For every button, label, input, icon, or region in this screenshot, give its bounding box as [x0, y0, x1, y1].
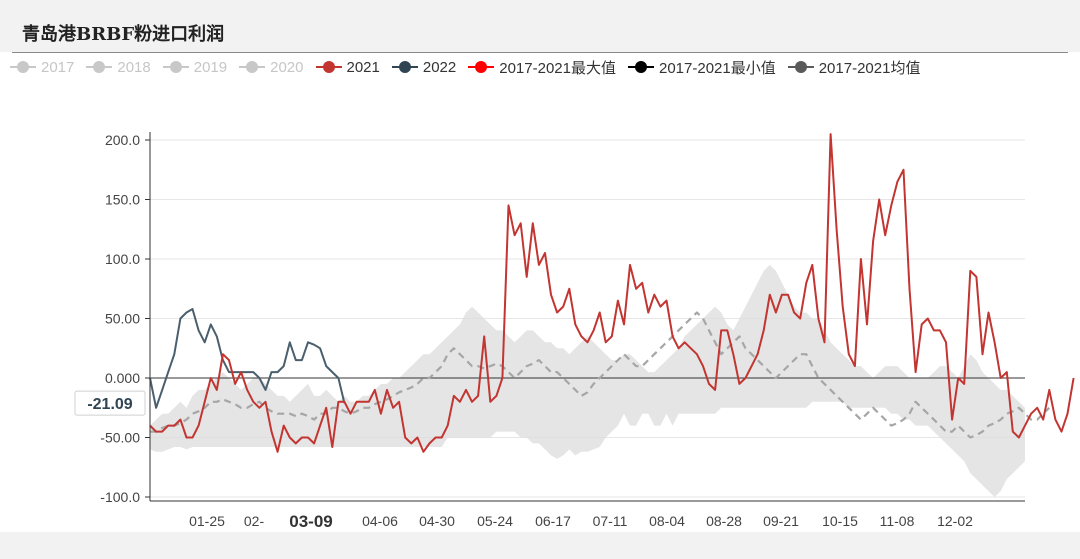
- legend-marker-icon: [787, 60, 814, 74]
- legend-marker-icon: [315, 60, 342, 74]
- legend-marker-icon: [10, 60, 36, 74]
- y-tick-label: -50.00: [100, 430, 140, 446]
- legend-label: 2017-2021最小值: [658, 59, 776, 77]
- legend-item-2019[interactable]: 2019: [162, 58, 228, 76]
- title-bar: [0, 0, 1080, 52]
- legend-item-2017-2021最大值[interactable]: 2017-2021最大值: [468, 57, 616, 78]
- legend-label: 2017: [41, 58, 75, 76]
- x-tick-label: 10-15: [822, 513, 858, 529]
- legend-marker-icon: [468, 60, 495, 74]
- legend-item-2022[interactable]: 2022: [391, 58, 457, 76]
- x-tick-label: 08-04: [649, 513, 685, 529]
- axis-pointer-value: -21.09: [87, 396, 132, 413]
- x-tick-label: 09-21: [763, 513, 799, 529]
- x-tick-label: 05-24: [477, 513, 513, 529]
- legend-label: 2017-2021均值: [818, 59, 921, 77]
- y-tick-label: 200.0: [105, 132, 140, 148]
- legend-item-2017-2021最小值[interactable]: 2017-2021最小值: [627, 57, 776, 78]
- y-tick-label: 100.0: [105, 251, 140, 267]
- legend-marker-icon: [391, 60, 418, 74]
- x-tick-label: 11-08: [880, 513, 915, 529]
- line-chart: 200.0 150.0 100.0 50.00 0.000 -50.00 -100.0 01-…: [74, 132, 1075, 531]
- legend-label: 2022: [422, 58, 457, 76]
- legend-label: 2020: [270, 58, 304, 76]
- legend-item-2020[interactable]: 2020: [239, 58, 304, 76]
- x-tick-label: 02-: [244, 513, 265, 529]
- legend-marker-icon: [627, 60, 654, 74]
- y-tick-label: 50.00: [105, 311, 140, 327]
- legend-marker-icon: [239, 60, 266, 74]
- legend-label: 2017-2021最大值: [499, 59, 616, 77]
- x-tick-label: 04-06: [362, 513, 398, 529]
- legend-item-2018[interactable]: 2018: [86, 58, 151, 76]
- legend-marker-icon: [86, 60, 113, 74]
- bottom-bar: [0, 532, 1080, 559]
- legend-item-2017-2021均值[interactable]: 2017-2021均值: [787, 57, 921, 78]
- chart-legend: 2017 2018 2019 2020 2021 2022 2017-2021最大值 2017…: [10, 57, 1075, 77]
- chart-title: 青岛港BRBF粉进口利润: [22, 24, 225, 45]
- x-tick-label: 06-17: [535, 513, 571, 529]
- max-min-band: [150, 264, 1025, 497]
- y-tick-label: 0.000: [105, 370, 140, 386]
- x-tick-label: 12-02: [937, 513, 973, 529]
- x-tick-label: 04-30: [419, 513, 455, 529]
- legend-marker-icon: [162, 60, 189, 74]
- title-divider: [12, 52, 1068, 53]
- x-tick-label: 08-28: [706, 513, 742, 529]
- legend-item-2021[interactable]: 2021: [315, 58, 380, 76]
- y-tick-label: -100.0: [100, 489, 140, 505]
- legend-label: 2021: [346, 58, 380, 76]
- legend-label: 2019: [193, 58, 228, 76]
- x-tick-label: 07-11: [593, 513, 628, 529]
- series-line-2021: [149, 133, 1075, 453]
- y-tick-label: 150.0: [105, 192, 140, 208]
- x-tick-label: 01-25: [189, 513, 225, 529]
- x-tick-label: 03-09: [289, 512, 332, 531]
- series-line-2017-2021均值: [150, 311, 1051, 439]
- series-line-2022: [149, 308, 346, 409]
- legend-label: 2018: [117, 58, 151, 76]
- axis-pointer-badge: [74, 390, 146, 416]
- legend-item-2017[interactable]: 2017: [10, 59, 74, 76]
